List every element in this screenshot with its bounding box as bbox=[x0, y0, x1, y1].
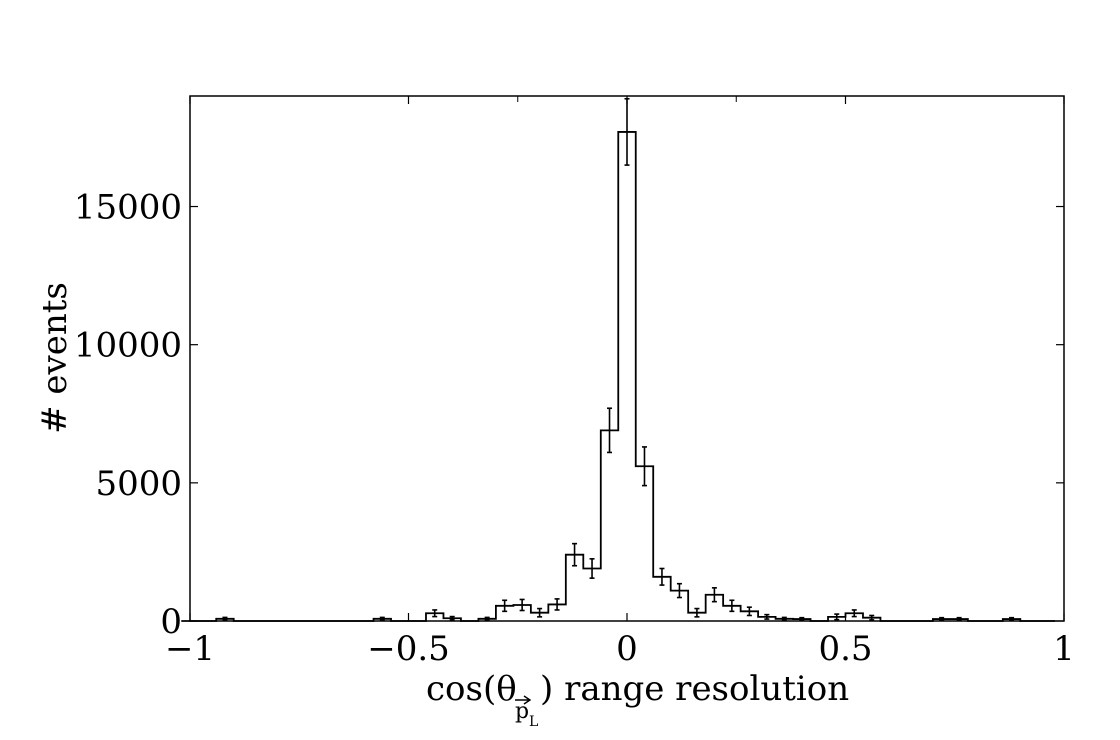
error-bar bbox=[764, 613, 770, 620]
error-bar bbox=[624, 97, 630, 166]
histogram-bin bbox=[601, 430, 618, 621]
x-axis-label-subscript: p bbox=[515, 699, 529, 724]
y-axis: 0 5000 10000 15000 bbox=[74, 188, 1064, 642]
error-bar bbox=[554, 598, 560, 611]
y-tick-label: 15000 bbox=[74, 188, 182, 228]
vector-arrow-icon bbox=[515, 695, 532, 705]
x-axis-label: cos(θ p L ) range resolution bbox=[426, 669, 849, 730]
error-bar bbox=[432, 609, 438, 618]
y-tick-label: 5000 bbox=[95, 464, 182, 504]
x-tick-label: −0.5 bbox=[367, 629, 450, 669]
error-bar bbox=[537, 607, 543, 618]
error-bar bbox=[694, 607, 700, 618]
x-axis-label-rest: ) range resolution bbox=[540, 669, 849, 709]
y-axis-label: # events bbox=[35, 282, 75, 434]
x-tick-label: 1 bbox=[1053, 629, 1075, 669]
error-bar bbox=[869, 614, 875, 621]
error-bar bbox=[484, 616, 490, 621]
error-bar bbox=[781, 616, 787, 621]
plot-frame bbox=[189, 95, 1065, 622]
error-bar bbox=[939, 616, 945, 622]
histogram-bin bbox=[618, 132, 635, 621]
y-tick-label: 0 bbox=[160, 602, 182, 642]
error-bar bbox=[222, 616, 228, 621]
error-bar bbox=[676, 582, 682, 599]
error-bar bbox=[729, 599, 735, 613]
error-bar bbox=[851, 609, 857, 618]
histogram-outline bbox=[181, 131, 1056, 622]
y-tick-label: 10000 bbox=[74, 326, 182, 366]
x-axis-label-main: cos(θ bbox=[426, 669, 517, 709]
x-tick-label: −1 bbox=[165, 629, 215, 669]
x-tick-label: 0.5 bbox=[818, 629, 872, 669]
histogram-bin bbox=[636, 466, 653, 621]
error-bar bbox=[641, 446, 647, 487]
error-bar bbox=[711, 587, 717, 603]
svg-text:cos(θ: cos(θ bbox=[426, 669, 517, 709]
error-bar bbox=[746, 606, 752, 617]
error-bar bbox=[834, 613, 840, 621]
error-bar bbox=[1009, 616, 1015, 622]
error-bar bbox=[519, 598, 525, 612]
error-bar bbox=[449, 615, 455, 621]
error-bar bbox=[589, 558, 595, 579]
error-bar bbox=[502, 599, 508, 613]
x-tick-label: 0 bbox=[616, 629, 638, 669]
error-bar bbox=[956, 616, 962, 622]
error-bar bbox=[799, 616, 805, 622]
error-bar bbox=[379, 616, 385, 621]
error-bars bbox=[222, 97, 1015, 622]
histogram-series bbox=[181, 131, 1056, 622]
error-bar bbox=[659, 567, 665, 586]
error-bar bbox=[607, 407, 613, 454]
error-bar bbox=[572, 542, 578, 567]
x-axis: −1 −0.5 0 0.5 1 bbox=[165, 96, 1075, 669]
x-axis-label-subsubscript: L bbox=[529, 714, 538, 730]
